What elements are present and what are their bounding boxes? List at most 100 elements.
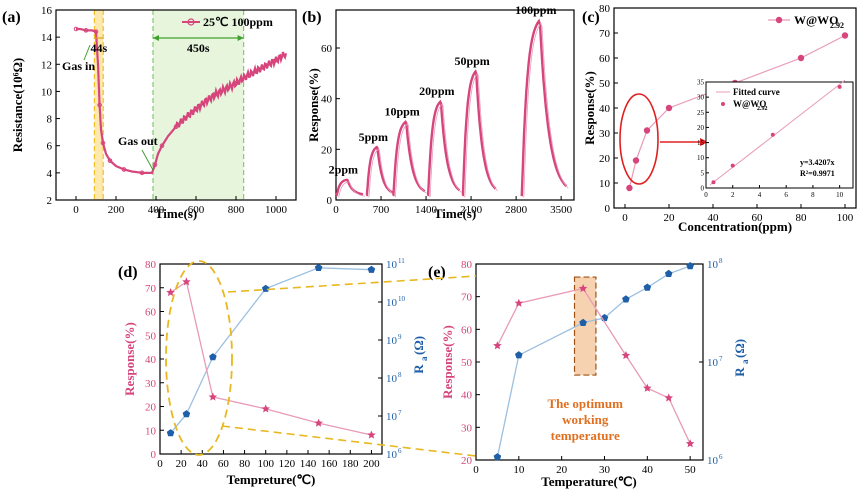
- resistance-point: [159, 143, 165, 149]
- panel-d-ytick-label: 10: [145, 425, 157, 437]
- panel-e-xtick-label: 30: [599, 464, 611, 476]
- ra-point: [579, 318, 587, 326]
- ra-point: [314, 263, 323, 271]
- panel-b: (b) 0 700 1400 2100 2800 3500 0 20 40 60 2ppm 5ppm…: [302, 3, 575, 221]
- inset-ytick-label: 20: [697, 124, 705, 132]
- panel-c-ytick-label: 80: [599, 3, 611, 15]
- panel-c-ytick-label: 0: [605, 203, 611, 215]
- inset-legend-point-swatch: [721, 102, 725, 106]
- response-point: [182, 277, 191, 286]
- panel-d-rtick-exp: 6: [398, 447, 402, 455]
- resistance-point: [273, 57, 279, 63]
- panel-d-xtick-label: 120: [279, 458, 296, 470]
- panel-e-ytick-label: 40: [461, 390, 473, 402]
- panel-a-xlabel: Time(s): [155, 206, 197, 221]
- panel-d-rtick-exp: 10: [398, 295, 406, 303]
- panel-a-ytick-label: 14: [41, 32, 53, 44]
- panel-e-ylabel-right-r: R: [732, 367, 747, 377]
- panel-d-ylabel-right-sub: a: [419, 356, 429, 361]
- panel-e-xtick-label: 10: [513, 464, 525, 476]
- panel-e-ylabel-right-sub: a: [740, 359, 750, 364]
- ra-point: [664, 269, 673, 277]
- panel-a-ytick-label: 16: [41, 5, 53, 17]
- pulse-label: 50ppm: [454, 54, 489, 68]
- panel-a: (a) 0 200 400 600 800 1000 2 4 6 8 10 12 14 16 25℃ 10…: [2, 5, 297, 221]
- optimum-annotation-line: working: [562, 412, 609, 427]
- ra-point: [367, 265, 376, 273]
- ra-point: [643, 283, 652, 291]
- ra-point: [686, 262, 694, 270]
- ra-point: [515, 351, 523, 359]
- panel-d-ylabel-right-r: R: [411, 364, 426, 374]
- panel-e-ylabel: Response(%): [440, 325, 455, 399]
- inset-legend-fit-text: Fitted curve: [733, 87, 780, 97]
- panel-d-ytick-label: 70: [145, 283, 157, 295]
- ra-point: [209, 353, 217, 361]
- resistance-point: [100, 140, 106, 146]
- panel-b-ytick-label: 0: [327, 195, 333, 207]
- panel-d-rtick-base: 10: [386, 449, 398, 461]
- panel-b-xtick-label: 700: [373, 204, 390, 216]
- response-point: [643, 127, 651, 134]
- panel-c-ytick-label: 20: [599, 153, 611, 165]
- panel-e-rtick-exp: 7: [719, 355, 723, 363]
- response-pulse-shadow: [338, 181, 366, 198]
- panel-d-xtick-label: 80: [239, 458, 251, 470]
- panel-d-xtick-label: 100: [257, 458, 274, 470]
- panel-d-ytick-label: 50: [145, 330, 157, 342]
- 450s-arrowhead-right: [237, 35, 244, 41]
- ra-point: [261, 284, 270, 292]
- inset-xtick-label: 4: [758, 191, 762, 199]
- panel-d-rtick-exp: 8: [398, 371, 402, 379]
- panel-b-ytick-label: 20: [321, 144, 333, 156]
- zoom-connector: [221, 275, 477, 457]
- pulse-label: 10ppm: [384, 104, 419, 118]
- panel-a-ytick-label: 12: [41, 59, 52, 71]
- panel-c-xtick-label: 60: [752, 212, 764, 224]
- panel-b-xtick-label: 1400: [415, 204, 438, 216]
- response-pulse-shadow: [429, 103, 462, 198]
- panel-d-xtick-label: 160: [321, 458, 338, 470]
- panel-a-xtick-label: 200: [108, 204, 125, 216]
- resistance-point: [93, 29, 99, 35]
- panel-d-rtick-base: 10: [386, 411, 398, 423]
- response-pulse: [520, 18, 568, 197]
- panel-c-legend-subscript: 2.92: [830, 21, 844, 30]
- highlight-ellipse: [619, 93, 659, 185]
- panel-a-xtick-label: 800: [228, 204, 245, 216]
- panel-d-ylabel-right-unit: (Ω): [411, 336, 426, 355]
- panel-c-ytick-label: 40: [599, 103, 611, 115]
- panel-d-frame: [159, 263, 383, 455]
- zoom-line-top: [227, 275, 477, 293]
- 450s-label: 450s: [187, 41, 210, 55]
- response-point: [665, 104, 673, 112]
- inset-frame: [705, 81, 854, 189]
- inset-point: [730, 163, 735, 168]
- panel-a-ytick-label: 6: [47, 141, 53, 153]
- panel-c-ylabel: Response(%): [582, 71, 597, 145]
- response-point: [797, 54, 805, 62]
- response-pulse: [392, 120, 426, 197]
- response-pulse: [426, 99, 461, 197]
- panel-d-letter: (d): [118, 264, 138, 281]
- panel-d-xtick-label: 180: [342, 458, 359, 470]
- response-point: [685, 439, 695, 448]
- response-point: [578, 284, 588, 293]
- panel-b-xtick-label: 3500: [550, 204, 573, 216]
- panel-e-xtick-label: 20: [556, 464, 568, 476]
- panel-d-ytick-label: 0: [151, 449, 157, 461]
- inset-xtick-label: 10: [836, 191, 844, 199]
- response-point: [166, 288, 175, 297]
- panel-a-frame: [55, 9, 297, 201]
- panel-a-ytick-label: 10: [41, 86, 53, 98]
- panel-d-ytick-label: 20: [145, 402, 157, 414]
- inset-xtick-label: 0: [704, 191, 708, 199]
- panel-e-ytick-label: 20: [461, 455, 473, 467]
- resistance-point: [233, 80, 239, 86]
- resistance-point: [107, 158, 113, 163]
- panel-a-ytick-label: 8: [47, 114, 53, 126]
- panel-d-xtick-label: 60: [218, 458, 230, 470]
- panel-b-ylabel: Response(%): [306, 68, 321, 142]
- panel-c-xtick-label: 100: [837, 212, 854, 224]
- resistance-point: [193, 106, 199, 112]
